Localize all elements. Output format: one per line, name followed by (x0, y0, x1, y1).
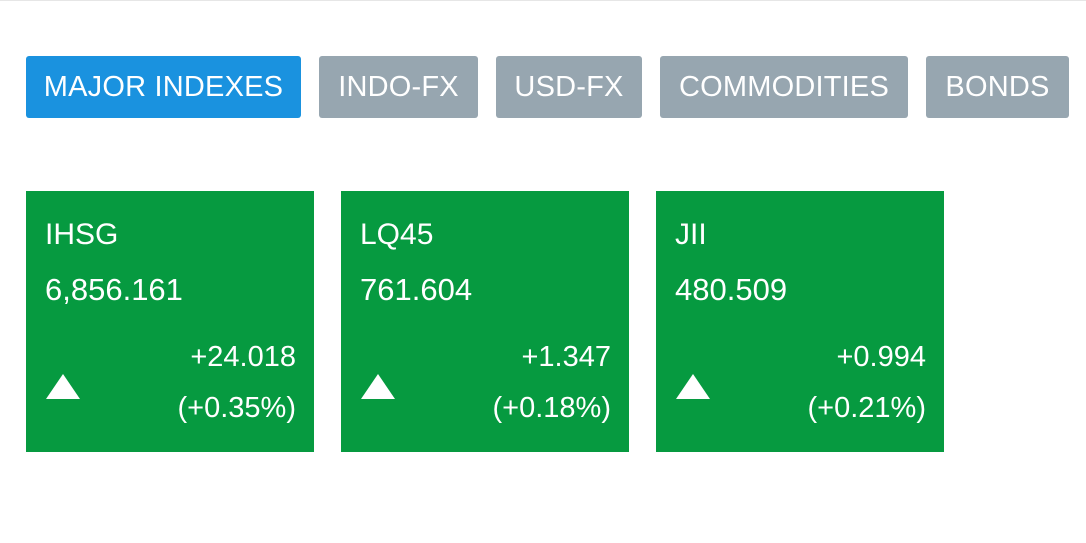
triangle-up-icon (676, 374, 710, 399)
index-change: +1.347 (521, 341, 611, 373)
triangle-up-icon (46, 374, 80, 399)
index-value: 6,856.161 (45, 272, 183, 307)
index-value: 761.604 (360, 272, 473, 307)
index-value: 480.509 (675, 272, 788, 307)
index-card-jii[interactable]: JII 480.509 +0.994 (+0.21%) (656, 191, 944, 452)
tab-indo-fx[interactable]: INDO-FX (319, 56, 478, 118)
index-change: +24.018 (190, 341, 296, 373)
index-name: IHSG (45, 218, 119, 251)
triangle-up-icon (361, 374, 395, 399)
index-card-lq45[interactable]: LQ45 761.604 +1.347 (+0.18%) (341, 191, 629, 452)
tab-commodities[interactable]: COMMODITIES (660, 56, 908, 118)
tab-usd-fx[interactable]: USD-FX (496, 56, 642, 118)
tab-major-indexes[interactable]: MAJOR INDEXES (26, 56, 301, 118)
index-change: +0.994 (836, 341, 926, 373)
index-name: LQ45 (360, 218, 434, 251)
index-percent-change: (+0.21%) (807, 392, 926, 424)
index-card-ihsg[interactable]: IHSG 6,856.161 +24.018 (+0.35%) (26, 191, 314, 452)
tab-bonds[interactable]: BONDS (926, 56, 1069, 118)
index-name: JII (675, 218, 707, 251)
top-divider (0, 0, 1086, 1)
index-percent-change: (+0.35%) (177, 392, 296, 424)
index-percent-change: (+0.18%) (492, 392, 611, 424)
